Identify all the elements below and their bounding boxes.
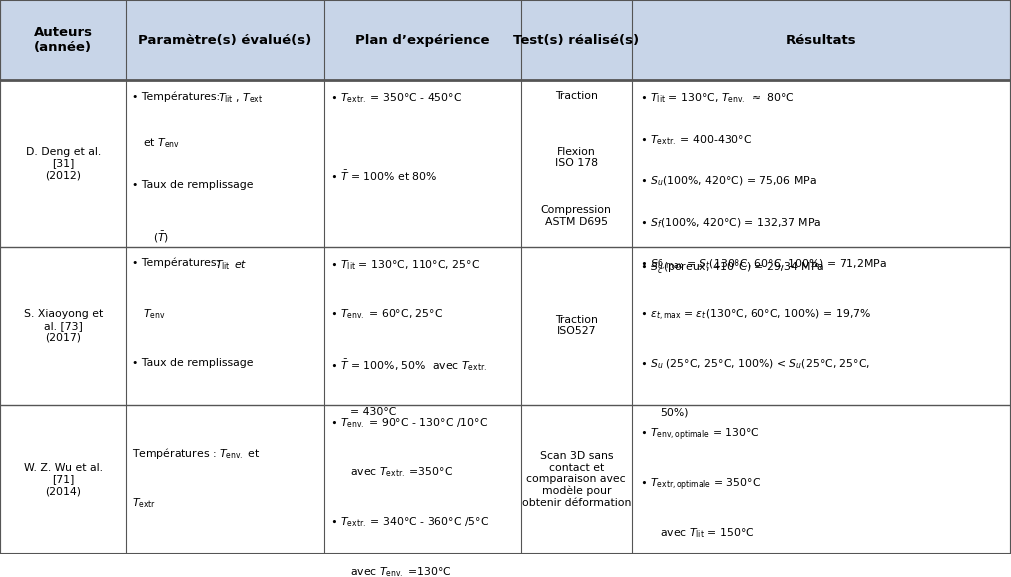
Text: S. Xiaoyong et
al. [73]
(2017): S. Xiaoyong et al. [73] (2017)	[23, 309, 103, 342]
Text: $\bullet$ $\bar{T}$ = 100%, 50%  avec $T_{\mathrm{extr.}}$: $\bullet$ $\bar{T}$ = 100%, 50% avec $T_…	[330, 358, 486, 373]
Text: avec $T_{\mathrm{env.}}$ =130°C: avec $T_{\mathrm{env.}}$ =130°C	[350, 565, 452, 577]
Text: = 430°C: = 430°C	[350, 407, 396, 417]
Text: avec $T_{\mathrm{extr.}}$ =350°C: avec $T_{\mathrm{extr.}}$ =350°C	[350, 466, 453, 479]
Text: Températures : $T_{\mathrm{env.}}$ et: Températures : $T_{\mathrm{env.}}$ et	[132, 446, 261, 461]
Text: Résultats: Résultats	[787, 33, 856, 47]
Text: Plan d’expérience: Plan d’expérience	[355, 33, 489, 47]
Text: $T_{\mathrm{lit}}$: $T_{\mathrm{lit}}$	[215, 258, 232, 272]
Text: D. Deng et al.
[31]
(2012): D. Deng et al. [31] (2012)	[25, 147, 101, 180]
Text: $\bullet$ $\varepsilon_{t,\mathrm{max}}$ = $\varepsilon_t$(130°C, 60°C, 100%) = : $\bullet$ $\varepsilon_{t,\mathrm{max}}$…	[640, 308, 871, 323]
Text: $\bullet$ $T_{\mathrm{lit}}$ = 130°C, 110°C, 25°C: $\bullet$ $T_{\mathrm{lit}}$ = 130°C, 11…	[330, 258, 479, 272]
Text: $\bullet$ $S_f$(100%, 420°C) = 132,37 MPa: $\bullet$ $S_f$(100%, 420°C) = 132,37 MP…	[640, 216, 822, 230]
Text: Test(s) réalisé(s): Test(s) réalisé(s)	[514, 33, 639, 47]
Text: $\bullet$ $T_{\mathrm{extr.}}$ = 400-430°C: $\bullet$ $T_{\mathrm{extr.}}$ = 400-430…	[640, 133, 752, 147]
Text: $\bullet$ $T_{\mathrm{lit}}$ = 130°C, $T_{\mathrm{env.}}$ $\approx$ 80°C: $\bullet$ $T_{\mathrm{lit}}$ = 130°C, $T…	[640, 92, 795, 105]
Text: avec $T_{\mathrm{lit}}$ = 150°C: avec $T_{\mathrm{lit}}$ = 150°C	[660, 527, 755, 541]
FancyBboxPatch shape	[0, 80, 1011, 554]
Text: $\bullet$ $T_{\mathrm{extr.}}$ = 340°C - 360°C /5°C: $\bullet$ $T_{\mathrm{extr.}}$ = 340°C -…	[330, 515, 489, 529]
Text: • Températures:: • Températures:	[132, 92, 224, 102]
Text: $\bullet$ $S_u$(100%, 420°C) = 75,06 MPa: $\bullet$ $S_u$(100%, 420°C) = 75,06 MPa	[640, 175, 817, 188]
Text: $\bullet$ $T_{\mathrm{env.}}$ = 90°C - 130°C /10°C: $\bullet$ $T_{\mathrm{env.}}$ = 90°C - 1…	[330, 416, 487, 429]
Text: W. Z. Wu et al.
[71]
(2014): W. Z. Wu et al. [71] (2014)	[23, 463, 103, 496]
Text: • Taux de remplissage: • Taux de remplissage	[132, 180, 254, 190]
Text: Paramètre(s) évalué(s): Paramètre(s) évalué(s)	[139, 33, 311, 47]
Text: $\bullet$ $S_c^6$(poreux, 410°C) = 29,34 MPa: $\bullet$ $S_c^6$(poreux, 410°C) = 29,34…	[640, 258, 824, 278]
Text: $\bullet$ $S_{u,\mathrm{max}}$ = $S_t$(130°C, 60°C, 100%) = 71,2MPa: $\bullet$ $S_{u,\mathrm{max}}$ = $S_t$(1…	[640, 258, 887, 273]
Text: • Températures:: • Températures:	[132, 258, 224, 268]
Text: $\bullet$ $T_{\mathrm{env.}}$ = 60°C, 25°C: $\bullet$ $T_{\mathrm{env.}}$ = 60°C, 25…	[330, 308, 443, 321]
Text: et $T_{\mathrm{env}}$: et $T_{\mathrm{env}}$	[143, 136, 179, 149]
Text: ($\bar{T}$): ($\bar{T}$)	[153, 230, 169, 245]
Text: $et$: $et$	[234, 258, 247, 270]
Text: • Taux de remplissage: • Taux de remplissage	[132, 358, 254, 368]
Text: 50%): 50%)	[660, 407, 688, 417]
Text: $\bullet$ $S_u$ (25°C, 25°C, 100%) < $S_u$(25°C, 25°C,: $\bullet$ $S_u$ (25°C, 25°C, 100%) < $S_…	[640, 358, 870, 371]
Text: $\bullet$ $T_{\mathrm{extr,optimale}}$ = 350°C: $\bullet$ $T_{\mathrm{extr,optimale}}$ =…	[640, 477, 761, 493]
Text: $\bullet$ $T_{\mathrm{extr.}}$ = 350°C - 450°C: $\bullet$ $T_{\mathrm{extr.}}$ = 350°C -…	[330, 92, 462, 105]
Text: Scan 3D sans
contact et
comparaison avec
modèle pour
obtenir déformation: Scan 3D sans contact et comparaison avec…	[522, 451, 631, 508]
Text: $T_{\mathrm{lit}}$ , $T_{\mathrm{ext}}$: $T_{\mathrm{lit}}$ , $T_{\mathrm{ext}}$	[218, 92, 264, 105]
Text: $T_{\mathrm{extr}}$: $T_{\mathrm{extr}}$	[132, 496, 157, 510]
FancyBboxPatch shape	[0, 0, 1011, 80]
Text: $\bullet$ $\bar{T}$ = 100% et 80%: $\bullet$ $\bar{T}$ = 100% et 80%	[330, 169, 437, 183]
Text: Compression
ASTM D695: Compression ASTM D695	[541, 205, 612, 227]
Text: $T_{\mathrm{env}}$: $T_{\mathrm{env}}$	[143, 308, 165, 321]
Text: Traction: Traction	[555, 92, 598, 102]
Text: $\bullet$ $T_{\mathrm{env,optimale}}$ = 130°C: $\bullet$ $T_{\mathrm{env,optimale}}$ = …	[640, 427, 760, 443]
Text: Flexion
ISO 178: Flexion ISO 178	[555, 147, 598, 168]
Text: Auteurs
(année): Auteurs (année)	[33, 26, 93, 54]
Text: Traction
ISO527: Traction ISO527	[555, 315, 598, 336]
